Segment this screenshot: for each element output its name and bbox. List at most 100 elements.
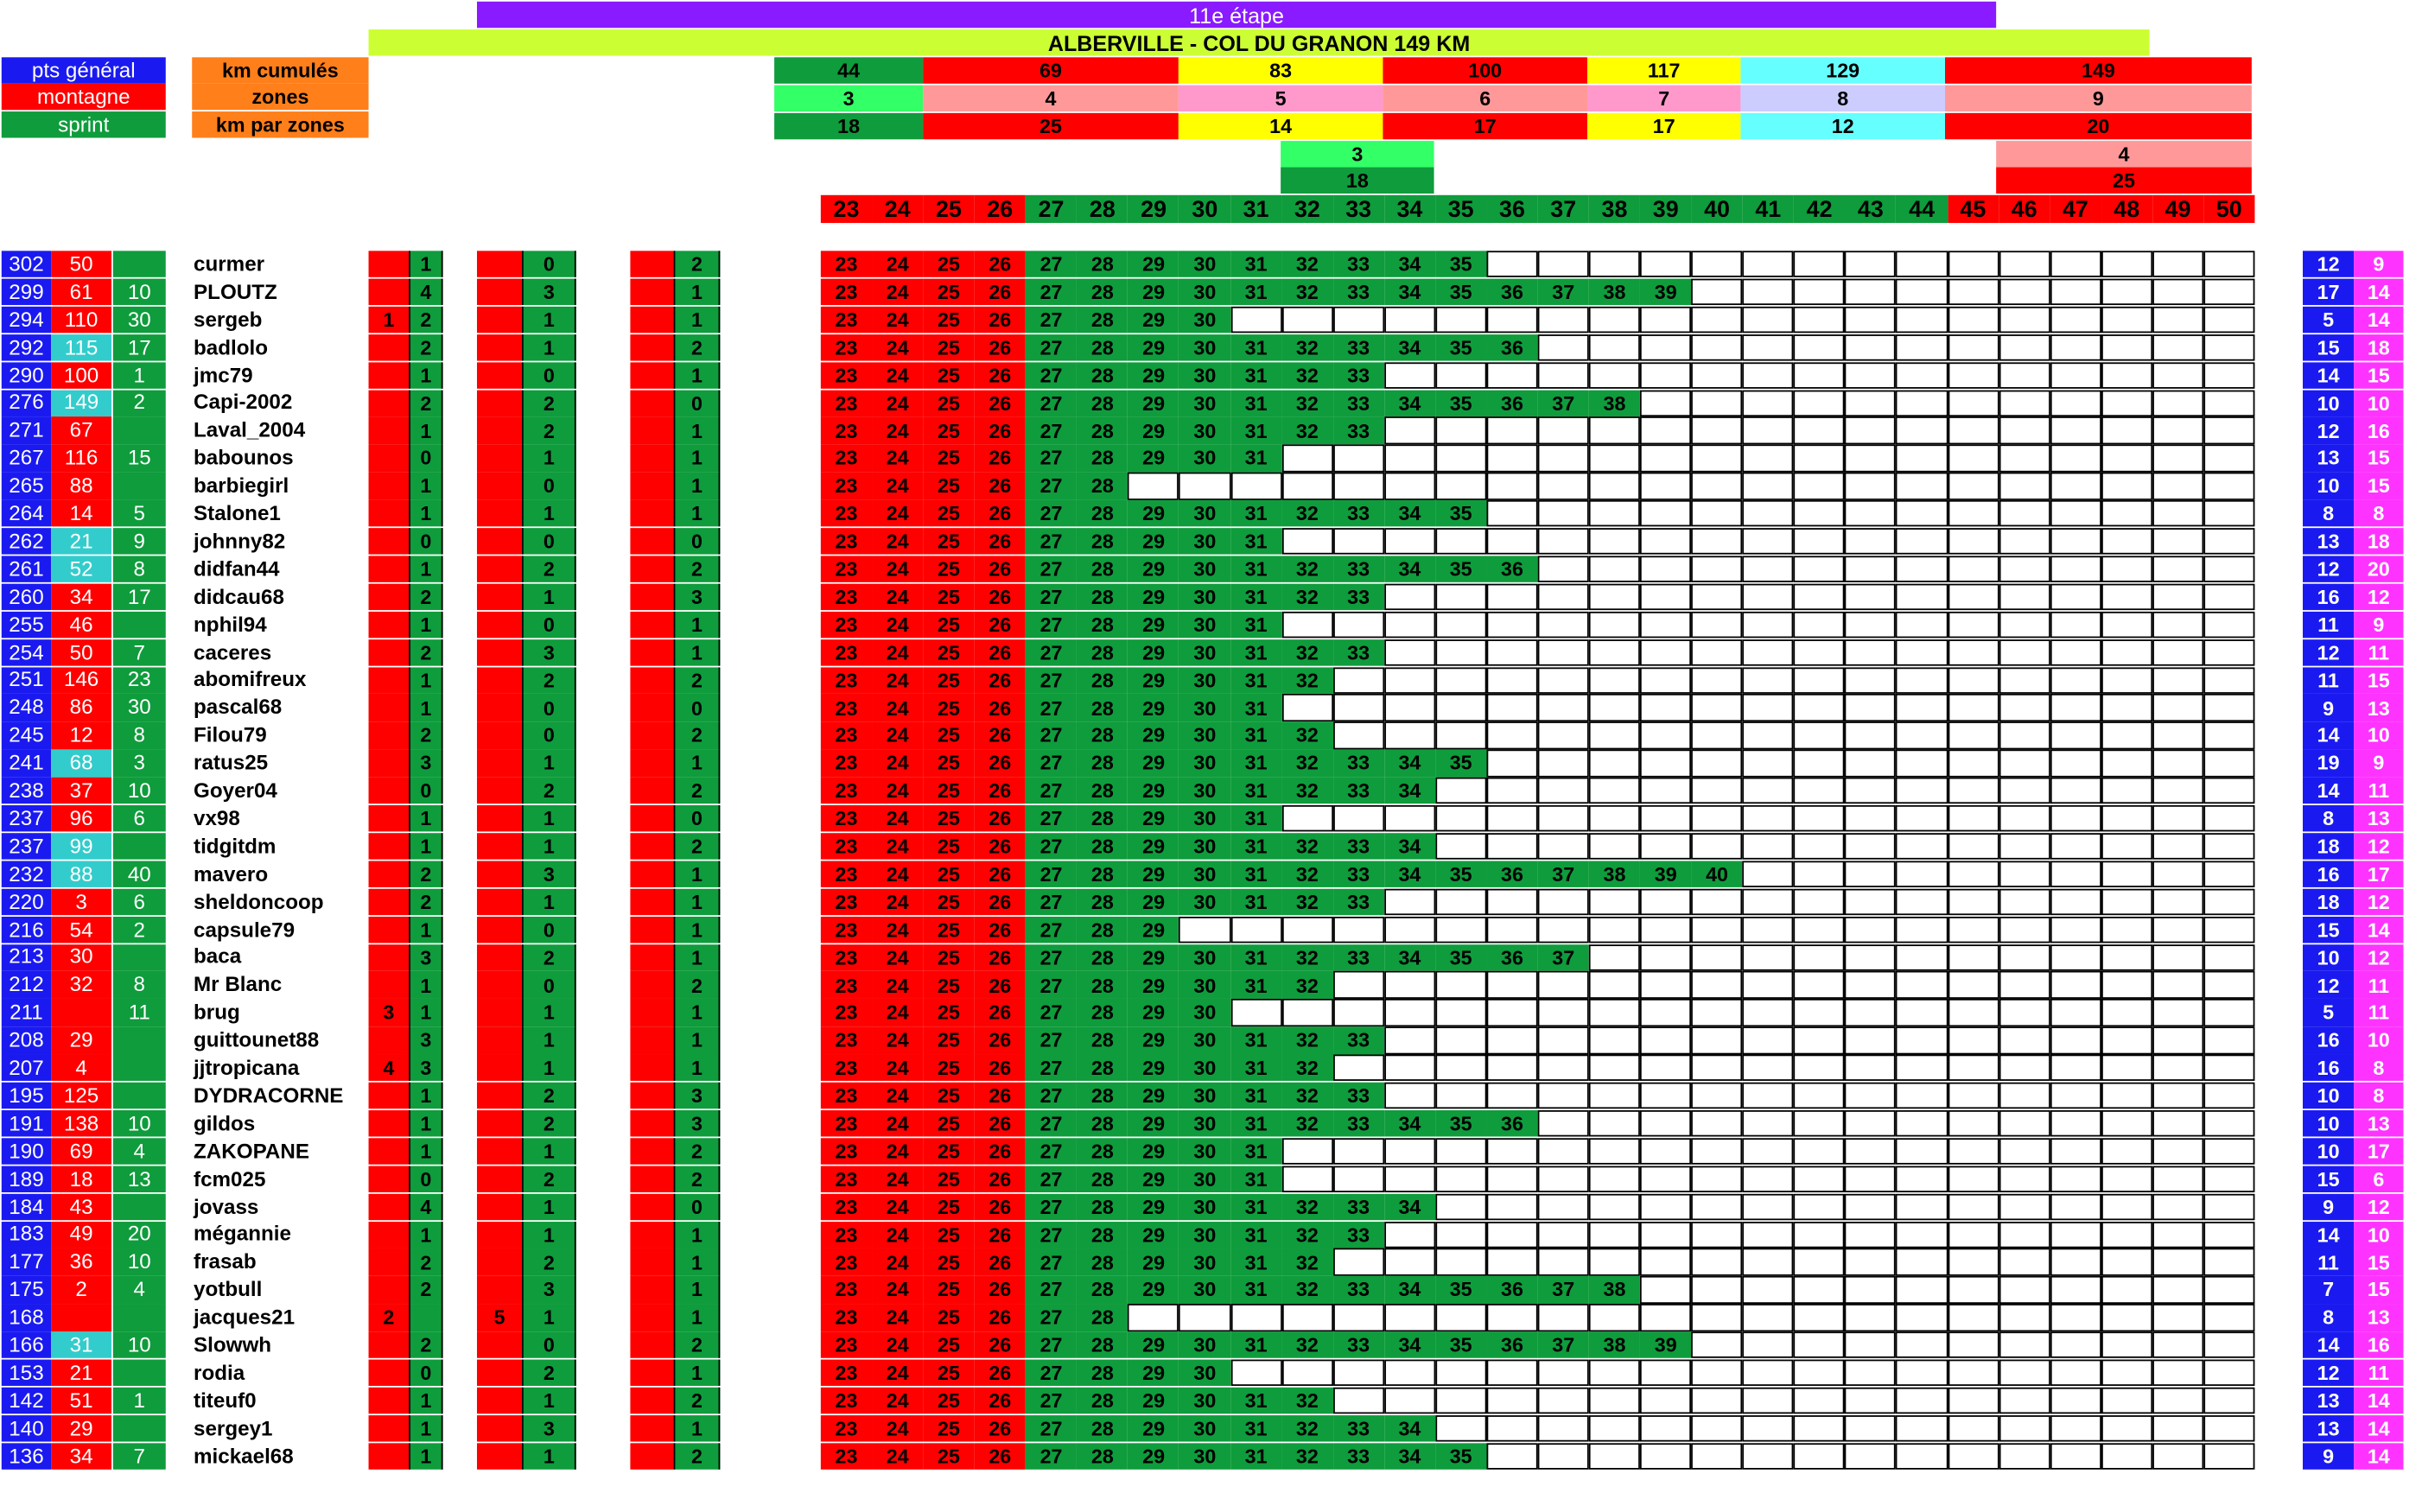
- progress-empty-cell: [1179, 1304, 1230, 1331]
- bonus-red-1: [368, 694, 410, 721]
- points-sprint: [112, 1193, 166, 1221]
- progress-cell: 28: [1077, 583, 1128, 611]
- points-sprint: 5: [112, 500, 166, 528]
- progress-cell: 25: [923, 389, 975, 416]
- bonus-green-1: 0: [409, 1359, 443, 1387]
- progress-cell: 24: [872, 833, 924, 861]
- progress-cell: 24: [872, 1387, 924, 1414]
- points-general: 237: [1, 833, 52, 861]
- progress-empty-cell: [1999, 306, 2050, 334]
- progress-cell: 29: [1128, 611, 1179, 638]
- progress-empty-cell: [1947, 389, 1999, 416]
- progress-cell: 32: [1281, 833, 1333, 861]
- progress-empty-cell: [1691, 916, 1743, 943]
- points-mountain: 50: [51, 251, 112, 278]
- bonus-red-3: [630, 999, 674, 1026]
- progress-empty-cell: [1742, 943, 1794, 971]
- bonus-red-2: [476, 1414, 522, 1442]
- progress-empty-cell: [1435, 1248, 1487, 1276]
- bonus-red-2: [476, 1082, 522, 1109]
- progress-cell: 28: [1077, 861, 1128, 888]
- progress-cell: 24: [872, 1248, 924, 1276]
- progress-empty-cell: [1691, 528, 1743, 556]
- progress-empty-cell: [1281, 804, 1333, 833]
- bonus-red-1: [368, 916, 410, 943]
- bonus-red-1: [368, 1442, 410, 1470]
- progress-empty-cell: [2203, 583, 2255, 611]
- progress-cell: 26: [974, 611, 1026, 638]
- right-stat-blue: 13: [2303, 528, 2355, 556]
- progress-empty-cell: [1486, 472, 1538, 500]
- bonus-red-3: [630, 694, 674, 721]
- right-stat-magenta: 11: [2354, 1359, 2404, 1387]
- km-cumul-cell: 117: [1587, 57, 1741, 84]
- bonus-red-1: [368, 1082, 410, 1109]
- progress-empty-cell: [1128, 472, 1179, 500]
- progress-empty-cell: [2203, 306, 2255, 334]
- progress-empty-cell: [1742, 472, 1794, 500]
- progress-empty-cell: [1435, 694, 1487, 721]
- bonus-green-1: 2: [409, 1248, 443, 1276]
- progress-empty-cell: [1691, 804, 1743, 833]
- points-mountain: 54: [51, 916, 112, 943]
- progress-cell: 24: [872, 638, 924, 666]
- progress-empty-cell: [1640, 611, 1692, 638]
- progress-empty-cell: [2152, 1221, 2204, 1248]
- progress-empty-cell: [1640, 1414, 1692, 1442]
- progress-empty-cell: [1537, 638, 1589, 666]
- progress-cell: 29: [1128, 1054, 1179, 1082]
- progress-cell: 30: [1179, 528, 1230, 556]
- progress-empty-cell: [2101, 583, 2152, 611]
- bonus-green-1: 0: [409, 528, 443, 556]
- progress-empty-cell: [1999, 721, 2050, 749]
- right-stat-magenta: 8: [2354, 1054, 2404, 1082]
- player-name: johnny82: [194, 529, 286, 553]
- progress-cell: 24: [872, 861, 924, 888]
- points-mountain: 29: [51, 1414, 112, 1442]
- bonus-red-1: 1: [368, 306, 410, 334]
- progress-empty-cell: [1383, 444, 1436, 473]
- progress-cell: 24: [872, 1442, 924, 1470]
- progress-cell: 24: [872, 1414, 924, 1442]
- progress-cell: 27: [1025, 1248, 1078, 1276]
- bonus-red-3: [630, 749, 674, 777]
- progress-cell: 25: [923, 666, 975, 694]
- bonus-red-3: [630, 1304, 674, 1331]
- progress-empty-cell: [1896, 638, 1948, 666]
- progress-cell: 27: [1025, 389, 1078, 416]
- progress-empty-cell: [2101, 1248, 2152, 1276]
- progress-empty-cell: [1947, 666, 1999, 694]
- bonus-green-1: 2: [409, 638, 443, 666]
- progress-empty-cell: [1947, 861, 1999, 888]
- progress-empty-cell: [1486, 804, 1538, 833]
- progress-empty-cell: [1691, 1137, 1743, 1166]
- bonus-green-2: 2: [521, 1082, 576, 1109]
- progress-empty-cell: [1742, 361, 1794, 389]
- progress-cell: 27: [1025, 1442, 1078, 1470]
- points-sprint: [112, 416, 166, 444]
- progress-empty-cell: [1947, 472, 1999, 500]
- progress-empty-cell: [1537, 804, 1589, 833]
- progress-empty-cell: [1640, 943, 1692, 971]
- bonus-red-1: [368, 334, 410, 361]
- progress-empty-cell: [2050, 444, 2101, 473]
- points-sprint: 15: [112, 444, 166, 473]
- progress-cell: 31: [1230, 833, 1282, 861]
- points-sprint: 30: [112, 306, 166, 334]
- progress-empty-cell: [1383, 611, 1436, 638]
- progress-cell: 26: [974, 1193, 1026, 1221]
- km-cumul-cell: 69: [923, 57, 1179, 84]
- scale-number: 31: [1230, 194, 1282, 224]
- right-stat-blue: 10: [2303, 1109, 2355, 1137]
- progress-empty-cell: [1691, 833, 1743, 861]
- right-stat-blue: 12: [2303, 416, 2355, 444]
- progress-empty-cell: [2050, 556, 2101, 583]
- progress-cell: 28: [1077, 943, 1128, 971]
- progress-empty-cell: [1332, 1137, 1384, 1166]
- progress-empty-cell: [1691, 1109, 1743, 1137]
- progress-cell: 29: [1128, 638, 1179, 666]
- progress-empty-cell: [2152, 306, 2204, 334]
- progress-cell: 23: [820, 611, 873, 638]
- progress-cell: 28: [1077, 1442, 1128, 1470]
- progress-cell: 31: [1230, 583, 1282, 611]
